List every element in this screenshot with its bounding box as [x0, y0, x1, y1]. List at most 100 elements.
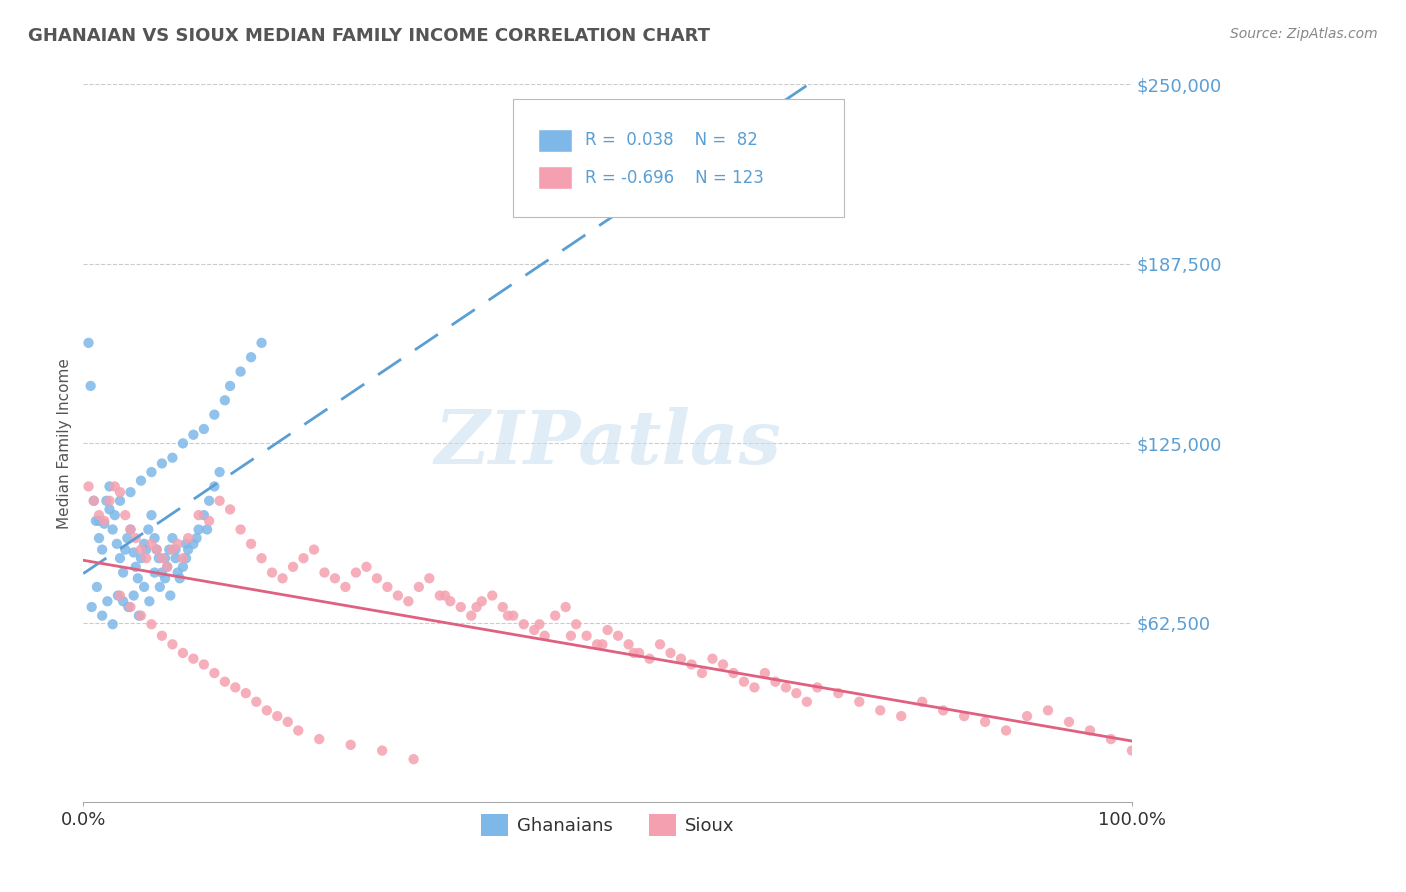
- Point: [157, 542, 180, 557]
- Point: [544, 608, 567, 623]
- Point: [187, 508, 209, 523]
- Legend: Ghanaians, Sioux: Ghanaians, Sioux: [474, 807, 742, 844]
- Point: [733, 674, 755, 689]
- Point: [138, 594, 160, 608]
- Point: [153, 551, 176, 566]
- Point: [744, 681, 766, 695]
- Point: [198, 493, 221, 508]
- Point: [219, 502, 242, 516]
- Point: [112, 594, 135, 608]
- Point: [256, 703, 278, 717]
- FancyBboxPatch shape: [538, 129, 572, 152]
- Point: [377, 580, 399, 594]
- Point: [702, 651, 724, 665]
- Point: [107, 589, 129, 603]
- Point: [806, 681, 828, 695]
- Text: R =  0.038    N =  82: R = 0.038 N = 82: [585, 131, 758, 150]
- Point: [335, 580, 357, 594]
- Point: [79, 379, 101, 393]
- Point: [166, 537, 188, 551]
- Point: [174, 537, 197, 551]
- Point: [83, 493, 105, 508]
- Point: [596, 623, 619, 637]
- Point: [1036, 703, 1059, 717]
- Point: [623, 646, 645, 660]
- Point: [659, 646, 682, 660]
- Point: [1015, 709, 1038, 723]
- Point: [150, 551, 173, 566]
- Point: [560, 629, 582, 643]
- Point: [128, 608, 150, 623]
- Point: [153, 571, 176, 585]
- Point: [848, 695, 870, 709]
- Point: [1057, 714, 1080, 729]
- Point: [98, 502, 121, 516]
- Point: [308, 732, 330, 747]
- Point: [141, 508, 163, 523]
- Point: [125, 559, 148, 574]
- Point: [172, 646, 194, 660]
- Point: [911, 695, 934, 709]
- Point: [533, 629, 555, 643]
- Point: [785, 686, 807, 700]
- Point: [586, 637, 609, 651]
- Point: [91, 608, 114, 623]
- Point: [108, 589, 131, 603]
- Point: [177, 531, 200, 545]
- Point: [98, 479, 121, 493]
- Point: [281, 559, 304, 574]
- Point: [165, 551, 187, 566]
- Point: [112, 566, 135, 580]
- Point: [135, 551, 157, 566]
- Point: [96, 594, 118, 608]
- Point: [87, 508, 110, 523]
- Point: [77, 479, 100, 493]
- Text: R = -0.696    N = 123: R = -0.696 N = 123: [585, 169, 763, 186]
- Point: [183, 537, 205, 551]
- Point: [240, 350, 263, 364]
- Point: [339, 738, 361, 752]
- Point: [492, 600, 515, 615]
- Point: [145, 542, 167, 557]
- Point: [91, 542, 114, 557]
- Point: [754, 666, 776, 681]
- Point: [250, 335, 273, 350]
- Point: [974, 714, 997, 729]
- Point: [195, 523, 218, 537]
- Point: [193, 508, 215, 523]
- Point: [250, 551, 273, 566]
- Point: [198, 514, 221, 528]
- Point: [169, 571, 191, 585]
- Point: [122, 589, 145, 603]
- Point: [229, 365, 252, 379]
- Point: [162, 531, 184, 545]
- Point: [1099, 732, 1122, 747]
- Point: [260, 566, 283, 580]
- Point: [229, 523, 252, 537]
- Point: [101, 523, 124, 537]
- Point: [96, 493, 118, 508]
- Point: [166, 566, 188, 580]
- Point: [302, 542, 325, 557]
- FancyBboxPatch shape: [513, 99, 844, 218]
- Point: [471, 594, 494, 608]
- Point: [84, 514, 107, 528]
- Point: [396, 594, 419, 608]
- Point: [575, 629, 598, 643]
- Point: [87, 531, 110, 545]
- Point: [150, 629, 173, 643]
- Point: [240, 537, 263, 551]
- Point: [127, 571, 149, 585]
- Point: [108, 485, 131, 500]
- Y-axis label: Median Family Income: Median Family Income: [58, 358, 72, 529]
- Point: [366, 571, 388, 585]
- Point: [114, 508, 136, 523]
- Point: [87, 514, 110, 528]
- Point: [143, 531, 166, 545]
- Point: [117, 600, 139, 615]
- Point: [408, 580, 430, 594]
- Point: [141, 617, 163, 632]
- Text: ZIPatlas: ZIPatlas: [434, 407, 782, 480]
- Point: [162, 637, 184, 651]
- Point: [287, 723, 309, 738]
